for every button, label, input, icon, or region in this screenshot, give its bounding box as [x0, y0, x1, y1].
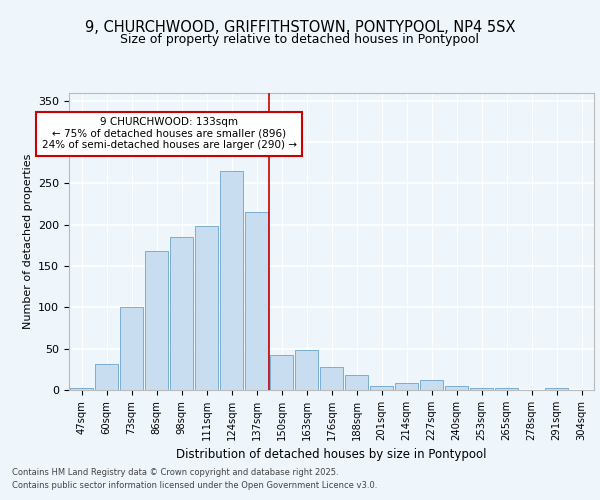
Bar — [195, 226, 218, 390]
Bar — [220, 171, 243, 390]
Bar — [120, 308, 143, 390]
Bar — [395, 384, 418, 390]
Bar — [345, 375, 368, 390]
Bar — [270, 356, 293, 390]
Bar — [320, 367, 343, 390]
Text: 9 CHURCHWOOD: 133sqm
← 75% of detached houses are smaller (896)
24% of semi-deta: 9 CHURCHWOOD: 133sqm ← 75% of detached h… — [41, 118, 296, 150]
Bar — [70, 388, 93, 390]
Bar — [470, 388, 493, 390]
Bar — [495, 388, 518, 390]
Bar — [95, 364, 118, 390]
Y-axis label: Number of detached properties: Number of detached properties — [23, 154, 32, 329]
Bar — [370, 386, 393, 390]
Bar — [420, 380, 443, 390]
Text: Size of property relative to detached houses in Pontypool: Size of property relative to detached ho… — [121, 32, 479, 46]
Bar — [170, 237, 193, 390]
Text: Contains HM Land Registry data © Crown copyright and database right 2025.: Contains HM Land Registry data © Crown c… — [12, 468, 338, 477]
Bar — [445, 386, 468, 390]
Text: 9, CHURCHWOOD, GRIFFITHSTOWN, PONTYPOOL, NP4 5SX: 9, CHURCHWOOD, GRIFFITHSTOWN, PONTYPOOL,… — [85, 20, 515, 35]
Bar — [545, 388, 568, 390]
Bar — [295, 350, 318, 390]
Bar — [245, 212, 268, 390]
Bar — [145, 251, 168, 390]
Text: Contains public sector information licensed under the Open Government Licence v3: Contains public sector information licen… — [12, 480, 377, 490]
X-axis label: Distribution of detached houses by size in Pontypool: Distribution of detached houses by size … — [176, 448, 487, 462]
